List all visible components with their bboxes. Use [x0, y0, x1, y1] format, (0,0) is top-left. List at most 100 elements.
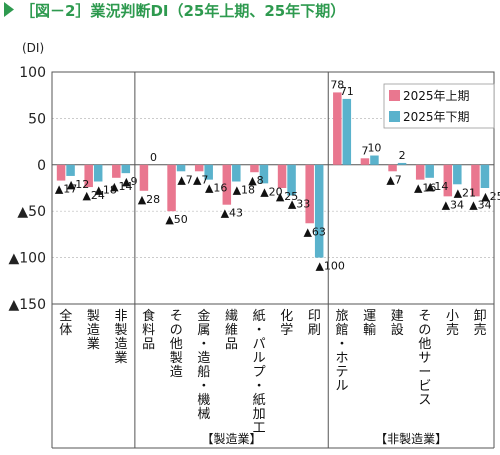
- chart-title: ［図－2］業況判断DI（25年上期、25年下期）: [20, 2, 345, 20]
- y-tick-label-4: ▲100: [9, 251, 47, 267]
- bar-upper-14: [443, 164, 453, 197]
- category-label-9: 印刷: [308, 309, 321, 338]
- y-tick-label-0: 100: [19, 65, 46, 81]
- legend-box: [383, 83, 495, 129]
- value-label-upper-0: ▲17: [55, 183, 77, 196]
- title-triangle-icon: [4, 2, 14, 17]
- value-label-upper-10: 78: [330, 78, 344, 91]
- value-label-lower-7: ▲20: [260, 185, 282, 198]
- bars: [56, 92, 490, 258]
- category-label-14: 小売: [446, 309, 459, 338]
- bar-lower-4: [176, 164, 186, 172]
- value-label-upper-13: ▲16: [414, 182, 436, 195]
- legend-swatch-upper: [389, 90, 400, 101]
- value-label-lower-14: ▲21: [454, 186, 476, 199]
- category-label-5: 金属・造船・機械: [197, 308, 210, 422]
- group-label-0: 【製造業】: [202, 432, 262, 446]
- value-label-lower-4: ▲7: [177, 173, 192, 186]
- bar-upper-4: [167, 164, 176, 212]
- bar-lower-15: [480, 164, 490, 188]
- title: ［図－2］業況判断DI（25年上期、25年下期）: [4, 2, 345, 20]
- category-label-10: 旅館・ホテル: [336, 309, 349, 394]
- bar-upper-3: [139, 164, 149, 191]
- category-label-11: 運輸: [363, 309, 376, 338]
- y-tick-label-2: 0: [37, 158, 46, 174]
- bar-lower-11: [370, 155, 379, 165]
- value-label-lower-2: ▲9: [122, 175, 137, 188]
- plot-border: [51, 71, 495, 305]
- bar-lower-2: [121, 164, 131, 174]
- legend: 2025年上期 2025年下期: [383, 83, 495, 129]
- group-label-1: 【非製造業】: [375, 432, 447, 446]
- y-tick-label-1: 50: [28, 111, 46, 127]
- value-label-lower-1: ▲18: [94, 184, 116, 197]
- bar-upper-0: [56, 164, 66, 181]
- bar-upper-1: [84, 164, 93, 188]
- value-label-lower-3: 0: [150, 151, 157, 164]
- value-label-upper-2: ▲14: [110, 180, 132, 193]
- bar-lower-14: [453, 164, 462, 185]
- category-label-1: 製造業: [87, 309, 100, 352]
- bar-lower-9: [314, 164, 324, 258]
- plot-frame: [51, 71, 495, 449]
- bar-upper-12: [388, 164, 397, 172]
- bar-upper-8: [277, 164, 287, 188]
- bar-upper-15: [471, 164, 480, 197]
- value-label-lower-5: ▲16: [205, 182, 227, 195]
- value-label-lower-13: ▲14: [426, 180, 448, 193]
- category-label-3: 食料品: [142, 308, 155, 352]
- y-tick-label-3: ▲50: [17, 204, 46, 220]
- value-label-upper-11: 7: [361, 144, 368, 157]
- bar-lower-1: [93, 164, 103, 182]
- y-axis-ticks: 100 50 0 ▲50 ▲100 ▲150: [9, 65, 47, 313]
- category-label-6: 繊維品: [225, 308, 238, 352]
- bar-lower-0: [66, 164, 75, 176]
- bar-upper-10: [333, 92, 342, 165]
- value-label-lower-9: ▲100: [315, 260, 344, 273]
- bar-upper-5: [194, 164, 204, 172]
- category-label-4: その他製造: [170, 309, 183, 380]
- bar-lower-13: [425, 164, 434, 178]
- category-labels: 全体 製造業 非製造業 食料品 その他製造 金属・造船・機械 繊維品 紙・パルプ・紙加工 化学印…: [59, 308, 486, 436]
- value-label-upper-14: ▲34: [442, 198, 464, 211]
- bar-upper-11: [360, 158, 370, 165]
- bar-upper-13: [415, 164, 425, 180]
- bar-lower-5: [204, 164, 213, 180]
- category-label-0: 全体: [59, 308, 72, 338]
- value-label-upper-15: ▲34: [469, 198, 491, 211]
- legend-label-lower: 2025年下期: [403, 110, 470, 124]
- bar-upper-2: [112, 164, 121, 178]
- bar-lower-6: [232, 164, 241, 182]
- category-label-15: 卸売: [474, 308, 487, 338]
- value-label-upper-5: ▲7: [193, 173, 208, 186]
- legend-swatch-lower: [389, 111, 400, 122]
- bar-lower-7: [259, 164, 269, 184]
- category-label-7: 紙・パルプ・紙加工: [253, 309, 266, 436]
- value-label-lower-10: 71: [340, 85, 354, 98]
- value-label-upper-12: ▲7: [386, 173, 401, 186]
- bar-upper-9: [305, 164, 314, 224]
- legend-label-upper: 2025年上期: [403, 89, 470, 103]
- value-label-upper-7: ▲8: [248, 174, 263, 187]
- value-label-lower-0: ▲12: [67, 178, 89, 191]
- value-label-lower-15: ▲25: [481, 190, 500, 203]
- bar-lower-10: [342, 98, 352, 165]
- category-label-13: その他サービス: [418, 309, 431, 408]
- bar-lower-12: [397, 162, 407, 165]
- value-label-lower-8: ▲33: [288, 197, 310, 210]
- value-label-lower-12: 2: [399, 149, 406, 162]
- category-label-2: 非製造業: [115, 309, 128, 366]
- value-label-upper-6: ▲43: [221, 207, 243, 220]
- category-label-12: 建設: [391, 309, 404, 338]
- category-label-8: 化学: [280, 309, 293, 338]
- value-label-upper-1: ▲24: [82, 189, 104, 202]
- bar-lower-8: [287, 164, 296, 196]
- bar-upper-6: [222, 164, 232, 205]
- group-labels: 【製造業】 【非製造業】: [202, 432, 448, 446]
- bar-upper-7: [250, 164, 259, 173]
- value-label-upper-8: ▲25: [276, 190, 298, 203]
- value-label-lower-11: 10: [367, 142, 381, 155]
- unit-label: (DI): [22, 41, 44, 55]
